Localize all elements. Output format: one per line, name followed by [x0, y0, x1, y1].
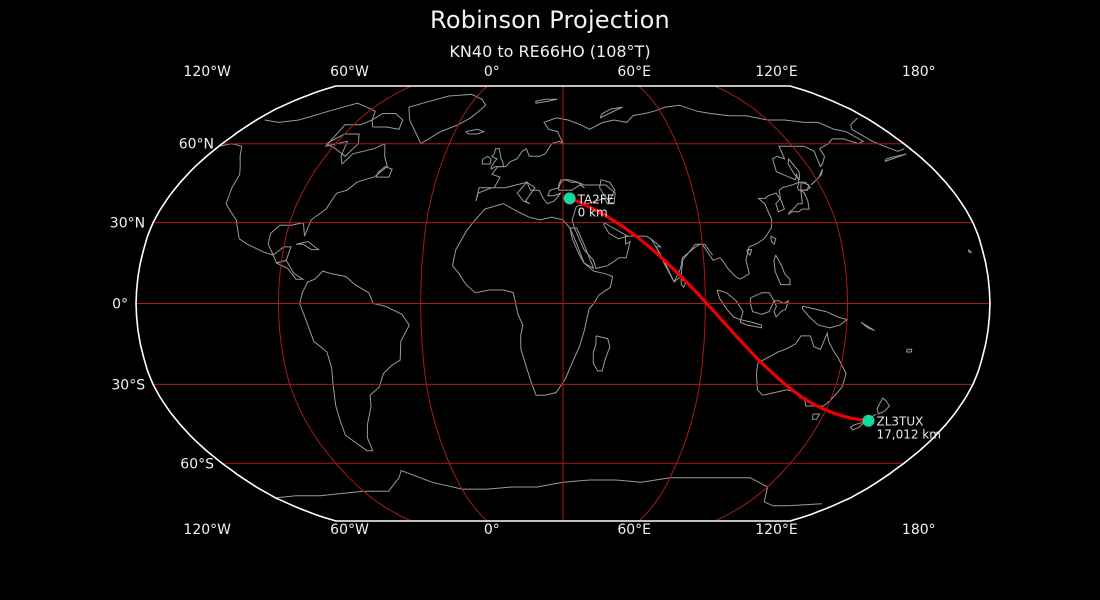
lon-label-bottom-1: 0° — [484, 522, 500, 538]
lon-label-top-5: 120°W — [183, 64, 231, 80]
marker-end-distance: 17,012 km — [877, 428, 941, 442]
graticule-layer — [135, 85, 991, 522]
lon-label-top-0: 60°W — [330, 64, 369, 80]
page-subtitle: KN40 to RE66HO (108°T) — [449, 42, 651, 61]
lat-label-4: 60°S — [180, 456, 214, 472]
lon-label-top-3: 120°E — [755, 64, 798, 80]
page-title: Robinson Projection — [430, 6, 670, 34]
lon-label-bottom-0: 60°W — [330, 522, 369, 538]
marker-start-distance: 0 km — [578, 205, 608, 219]
coastlines-layer — [218, 93, 973, 507]
lon-label-top-1: 0° — [484, 64, 500, 80]
lon-label-bottom-3: 120°E — [755, 522, 798, 538]
lat-label-2: 0° — [112, 297, 128, 313]
map-boundary — [135, 85, 991, 522]
latitude-labels: 60°N 30°N 0° 30°S 60°S — [110, 137, 214, 473]
marker-start[interactable] — [563, 192, 576, 205]
great-circle-path — [567, 196, 871, 423]
lon-label-bottom-2: 60°E — [617, 522, 651, 538]
marker-end[interactable] — [862, 414, 875, 427]
marker-start-callsign: TA2FE — [577, 192, 615, 206]
lon-label-bottom-4: 180° — [902, 522, 936, 538]
lat-label-1: 30°N — [110, 216, 145, 232]
marker-end-callsign: ZL3TUX — [877, 415, 924, 429]
longitude-labels: 60°W 60°W 0° 0° 60°E 60°E 120°E 120°E 180° 180° 12… — [183, 64, 935, 538]
lon-label-bottom-5: 120°W — [183, 522, 231, 538]
lon-label-top-4: 180° — [902, 64, 936, 80]
lon-label-top-2: 60°E — [617, 64, 651, 80]
lat-label-0: 60°N — [179, 137, 214, 153]
lat-label-3: 30°S — [111, 377, 145, 393]
